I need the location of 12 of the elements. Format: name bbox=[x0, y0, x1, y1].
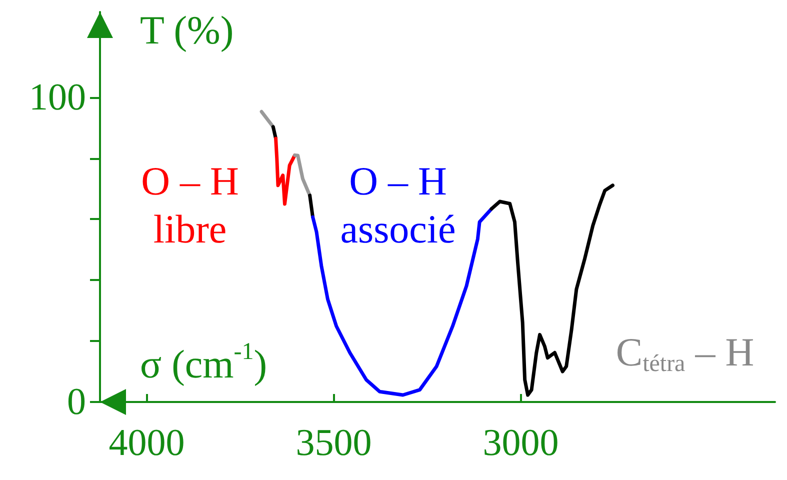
line-series bbox=[490, 184, 614, 397]
line-series bbox=[274, 136, 297, 206]
y-tick-label: 100 bbox=[29, 76, 86, 118]
x-tick-label: 3000 bbox=[482, 422, 559, 464]
x-tick-label: 4000 bbox=[108, 422, 185, 464]
line-series bbox=[311, 207, 494, 397]
y-axis-title: T (%) bbox=[140, 8, 234, 52]
annotation: O – H libre bbox=[141, 158, 239, 252]
annotation: O – H associé bbox=[340, 158, 456, 252]
y-tick-label: 0 bbox=[67, 381, 86, 423]
line-series bbox=[293, 153, 312, 198]
x-tick-label: 3500 bbox=[296, 422, 372, 464]
